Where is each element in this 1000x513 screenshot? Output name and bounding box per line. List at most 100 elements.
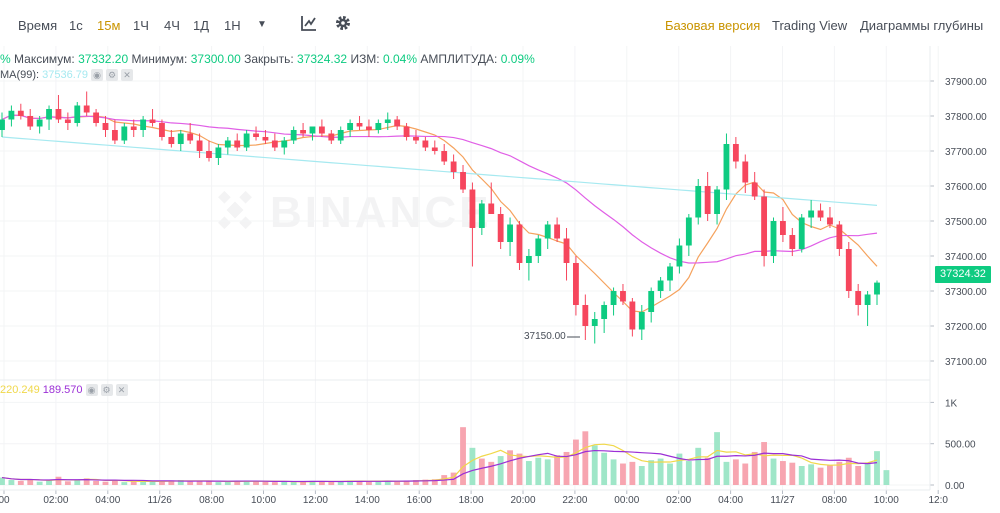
volume-bar [281,481,288,485]
volume-bar [159,481,165,485]
volume-bar [206,481,212,485]
current-price-tag: 37324.32 [935,266,991,283]
candle-body [516,224,523,263]
indicators-chart-icon[interactable] [300,14,318,32]
candle-body [836,224,843,249]
volume-bar [779,461,786,485]
volume-bar [111,480,118,485]
price-tick-label: 37100.00 [945,357,987,368]
more-intervals-chevron-icon[interactable]: ▼ [257,19,267,30]
low-label: Минимум: [131,52,188,66]
candle-body [601,305,608,319]
candle-body [591,319,598,326]
candle-body [770,221,777,256]
candle-body [111,130,118,141]
volume-bar [817,467,824,485]
interval-15m-button[interactable]: 15м [97,18,121,33]
volume-bar [488,461,495,485]
time-tick-label: 12:0 [928,495,948,506]
candle-body [281,140,288,148]
candle-body [629,301,636,330]
volume-bar [130,481,137,485]
settings-gear-icon[interactable] [334,14,352,32]
volume-bar [253,481,259,485]
candle-body [17,110,24,116]
volume-bar [582,431,589,485]
close-icon[interactable]: ✕ [115,384,128,396]
candle-body [253,133,259,137]
volume-bar [554,455,561,485]
candle-body [337,130,344,141]
volume-bar [827,465,833,485]
tab-depth-chart[interactable]: Диаграммы глубины [860,18,984,33]
volume-bar [732,459,739,485]
change-value: 0.04% [382,52,418,66]
price-tick-label: 37500.00 [945,217,987,228]
volume-tick-label: 1K [945,398,958,409]
candle-body [714,189,720,214]
volume-bar [845,457,852,485]
candle-body [83,105,90,113]
candle-body [168,137,175,144]
time-tick-label: 08:00 [822,495,847,506]
time-tick-label: 22:00 [562,495,587,506]
volume-bar [234,480,241,485]
time-tick-label: 02:00 [43,495,68,506]
volume-bar [271,482,278,485]
volume-bar [64,481,71,485]
time-tick-label: 16:00 [407,495,432,506]
high-value: 37332.20 [78,52,129,66]
candle-body [159,123,165,137]
interval-1d-button[interactable]: 1Д [193,18,210,33]
interval-1s-button[interactable]: 1с [69,18,83,33]
candle-body [469,189,476,228]
candle-body [667,266,673,281]
volume-bar [36,481,43,485]
volume-bar [215,482,222,485]
interval-4h-button[interactable]: 4Ч [164,18,180,33]
close-icon[interactable]: ✕ [121,69,134,81]
volume-bar [657,458,664,485]
candle-body [798,217,805,249]
candle-body [149,119,156,123]
candle-body [450,161,457,172]
time-tick-label: 10:00 [251,495,276,506]
candle-body [93,112,100,123]
volume-bar [74,480,81,485]
volume-bar [648,460,655,485]
volume-bar [8,480,15,485]
time-tick-label: 18:00 [459,495,484,506]
interval-1w-button[interactable]: 1Н [224,18,241,33]
volume-bar [667,463,673,485]
candle-body [620,291,626,302]
candle-body [497,214,504,242]
tab-basic-version[interactable]: Базовая версия [665,18,761,33]
time-interval-button[interactable]: Время [18,18,58,33]
candle-body [441,151,448,162]
candle-body [187,133,194,141]
time-tick-label: 10:00 [874,495,899,506]
settings-gear-icon[interactable]: ⚙ [106,69,119,81]
visibility-eye-icon[interactable]: ◉ [91,69,104,81]
candle-body [845,249,852,291]
volume-bar [0,477,5,485]
volume-bar [808,464,815,485]
tab-trading-view[interactable]: Trading View [772,18,848,33]
visibility-eye-icon[interactable]: ◉ [85,384,98,396]
candle-body [347,123,354,130]
volume-bar [610,459,617,485]
volume-bar [347,480,354,485]
volume-bar [403,480,410,485]
candle-body [789,235,796,249]
volume-bar [366,481,372,485]
time-tick-label: 14:00 [355,495,380,506]
ohlc-prefix: % [0,52,11,66]
settings-gear-icon[interactable]: ⚙ [100,384,113,396]
volume-bar [460,427,466,485]
volume-bar [544,459,551,485]
interval-1h-button[interactable]: 1Ч [133,18,149,33]
candle-body [431,147,438,151]
candle-body [394,119,401,127]
volume-bar [855,466,862,485]
